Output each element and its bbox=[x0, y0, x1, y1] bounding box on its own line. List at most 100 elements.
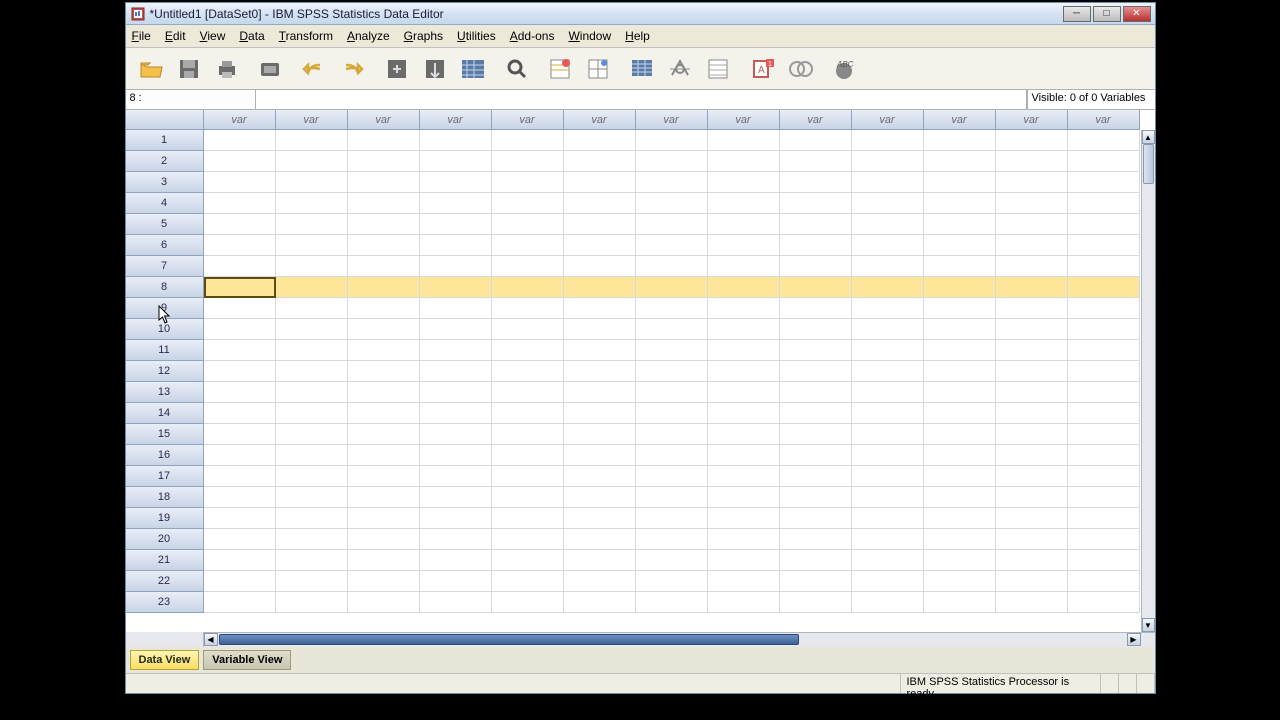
toolbar-find-button[interactable] bbox=[498, 51, 536, 87]
menu-file[interactable]: File bbox=[132, 29, 151, 43]
grid-cell[interactable] bbox=[852, 403, 924, 424]
row-header[interactable]: 15 bbox=[126, 424, 204, 445]
grid-cell[interactable] bbox=[996, 487, 1068, 508]
grid-cell[interactable] bbox=[420, 445, 492, 466]
grid-cell[interactable] bbox=[420, 529, 492, 550]
grid-cell[interactable] bbox=[492, 151, 564, 172]
grid-cell[interactable] bbox=[852, 235, 924, 256]
grid-cell[interactable] bbox=[348, 256, 420, 277]
grid-cell[interactable] bbox=[348, 235, 420, 256]
grid-cell[interactable] bbox=[636, 382, 708, 403]
grid-cell[interactable] bbox=[996, 256, 1068, 277]
grid-cell[interactable] bbox=[492, 193, 564, 214]
grid-cell[interactable] bbox=[1068, 403, 1140, 424]
grid-cell[interactable] bbox=[636, 445, 708, 466]
grid-cell[interactable] bbox=[276, 340, 348, 361]
grid-cell[interactable] bbox=[708, 214, 780, 235]
grid-cell[interactable] bbox=[204, 361, 276, 382]
grid-cell[interactable] bbox=[780, 445, 852, 466]
grid-cell[interactable] bbox=[348, 277, 420, 298]
grid-cell[interactable] bbox=[1068, 592, 1140, 613]
grid-cell[interactable] bbox=[204, 130, 276, 151]
row-header[interactable]: 4 bbox=[126, 193, 204, 214]
grid-cell[interactable] bbox=[348, 592, 420, 613]
grid-cell[interactable] bbox=[708, 466, 780, 487]
grid-cell[interactable] bbox=[348, 130, 420, 151]
grid-cell[interactable] bbox=[564, 277, 636, 298]
scroll-up-button[interactable]: ▲ bbox=[1142, 130, 1155, 144]
grid-cell[interactable] bbox=[492, 172, 564, 193]
grid-cell[interactable] bbox=[1068, 424, 1140, 445]
grid-cell[interactable] bbox=[492, 445, 564, 466]
column-header[interactable]: var bbox=[924, 110, 996, 130]
grid-cell[interactable] bbox=[1068, 550, 1140, 571]
grid-cell[interactable] bbox=[636, 172, 708, 193]
grid-cell[interactable] bbox=[348, 424, 420, 445]
grid-cell[interactable] bbox=[852, 508, 924, 529]
grid-cell[interactable] bbox=[492, 550, 564, 571]
grid-cell[interactable] bbox=[204, 235, 276, 256]
column-header[interactable]: var bbox=[276, 110, 348, 130]
grid-cell[interactable] bbox=[636, 319, 708, 340]
grid-cell[interactable] bbox=[1068, 172, 1140, 193]
grid-cell[interactable] bbox=[852, 172, 924, 193]
toolbar-print-button[interactable] bbox=[208, 51, 246, 87]
grid-cell[interactable] bbox=[996, 466, 1068, 487]
grid-cell[interactable] bbox=[924, 319, 996, 340]
grid-cell[interactable] bbox=[708, 508, 780, 529]
grid-cell[interactable] bbox=[852, 487, 924, 508]
grid-cell[interactable] bbox=[564, 550, 636, 571]
grid-cell[interactable] bbox=[420, 466, 492, 487]
grid-cell[interactable] bbox=[420, 235, 492, 256]
grid-cell[interactable] bbox=[780, 172, 852, 193]
grid-cell[interactable] bbox=[492, 277, 564, 298]
grid-cell[interactable] bbox=[996, 235, 1068, 256]
grid-cell[interactable] bbox=[204, 487, 276, 508]
grid-cell[interactable] bbox=[348, 529, 420, 550]
column-header[interactable]: var bbox=[348, 110, 420, 130]
grid-cell[interactable] bbox=[996, 130, 1068, 151]
close-button[interactable]: ✕ bbox=[1123, 6, 1151, 22]
grid-cell[interactable] bbox=[780, 235, 852, 256]
grid-cell[interactable] bbox=[420, 592, 492, 613]
grid-cell[interactable] bbox=[204, 172, 276, 193]
grid-cell[interactable] bbox=[636, 487, 708, 508]
grid-cell[interactable] bbox=[420, 424, 492, 445]
grid-cell[interactable] bbox=[924, 340, 996, 361]
grid-cell[interactable] bbox=[276, 529, 348, 550]
grid-cell[interactable] bbox=[708, 529, 780, 550]
grid-cell[interactable] bbox=[636, 277, 708, 298]
grid-cell[interactable] bbox=[708, 424, 780, 445]
row-header[interactable]: 10 bbox=[126, 319, 204, 340]
grid-cell[interactable] bbox=[276, 571, 348, 592]
grid-cell[interactable] bbox=[564, 340, 636, 361]
vscroll-thumb[interactable] bbox=[1143, 144, 1154, 184]
grid-cell[interactable] bbox=[276, 382, 348, 403]
grid-cell[interactable] bbox=[204, 445, 276, 466]
grid-cell[interactable] bbox=[924, 172, 996, 193]
grid-cell[interactable] bbox=[780, 592, 852, 613]
grid-cell[interactable] bbox=[708, 487, 780, 508]
grid-cell[interactable] bbox=[420, 151, 492, 172]
grid-cell[interactable] bbox=[1068, 256, 1140, 277]
toolbar-undo-button[interactable] bbox=[296, 51, 334, 87]
grid-cell[interactable] bbox=[924, 466, 996, 487]
grid-cell[interactable] bbox=[996, 424, 1068, 445]
grid-cell[interactable] bbox=[204, 529, 276, 550]
grid-cell[interactable] bbox=[1068, 487, 1140, 508]
grid-cell[interactable] bbox=[780, 319, 852, 340]
grid-cell[interactable] bbox=[924, 382, 996, 403]
grid-cell[interactable] bbox=[1068, 340, 1140, 361]
grid-cell[interactable] bbox=[996, 382, 1068, 403]
grid-cell[interactable] bbox=[852, 361, 924, 382]
menu-utilities[interactable]: Utilities bbox=[457, 29, 496, 43]
grid-cell[interactable] bbox=[708, 550, 780, 571]
grid-cell[interactable] bbox=[780, 382, 852, 403]
grid-cell[interactable] bbox=[420, 319, 492, 340]
grid-cell[interactable] bbox=[276, 298, 348, 319]
row-header[interactable]: 13 bbox=[126, 382, 204, 403]
grid-cell[interactable] bbox=[924, 445, 996, 466]
grid-cell[interactable] bbox=[1068, 319, 1140, 340]
grid-cell[interactable] bbox=[780, 340, 852, 361]
grid-cell[interactable] bbox=[636, 361, 708, 382]
